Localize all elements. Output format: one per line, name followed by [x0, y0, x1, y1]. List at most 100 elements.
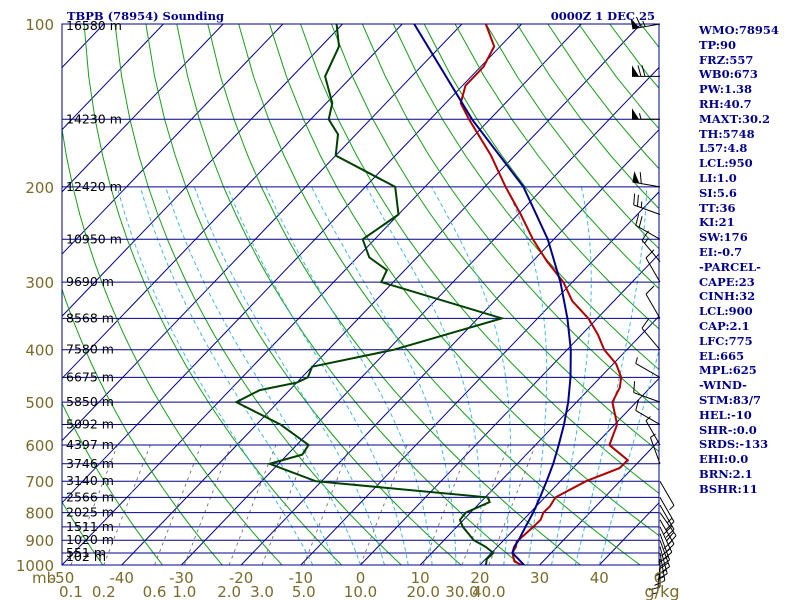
isotherm-line	[360, 253, 659, 565]
moist-adiabat-line	[265, 186, 433, 565]
isotherm-line	[62, 24, 224, 193]
dry-adiabat-line	[145, 24, 462, 565]
isotherm-line	[539, 439, 659, 565]
mixing-ratio-tick-labels: 0.1 0.2 0.6 1.0 2.0 3.0 5.0 10.0 20.0 30.040.0	[59, 583, 506, 600]
wind-barb-flag	[635, 214, 640, 226]
mixing-ratio-line	[103, 444, 151, 565]
wind-barb	[659, 480, 675, 511]
pressure-tick-label: 700	[25, 473, 54, 491]
height-label: 3746 m	[66, 456, 114, 471]
isotherm-line	[300, 191, 659, 565]
wind-barb-half-flag	[650, 433, 656, 438]
wind-barb	[632, 65, 660, 77]
pressure-tick-labels: 100 200 300 400 500 600 700 800 900 1000	[16, 16, 54, 575]
temperature-tick-label: 0	[356, 569, 366, 587]
mixing-ratio-line	[303, 444, 351, 565]
height-label: 4397 m	[66, 437, 114, 452]
sounding-index-item: TP:90	[699, 37, 737, 52]
wind-barb-flag	[638, 216, 643, 228]
mixing-ratio-lines	[70, 444, 536, 565]
wind-barb	[633, 193, 661, 216]
sounding-index-item: EI:-0.7	[699, 244, 743, 259]
wind-barb	[645, 285, 661, 319]
wind-barb-staff	[645, 293, 661, 319]
temperature-trace	[459, 24, 630, 565]
sounding-index-item: LI:1.0	[699, 170, 737, 185]
mixing-ratio-tick-label: 0.2	[92, 583, 116, 600]
dry-adiabat-line	[114, 24, 402, 565]
mixing-ratio-line	[154, 444, 202, 565]
height-label: 9690 m	[66, 274, 114, 289]
pressure-tick-label: 900	[25, 532, 54, 550]
wind-barb-half-flag	[640, 201, 643, 208]
wind-barb-flag	[665, 543, 675, 553]
mixing-ratio-line	[422, 444, 471, 565]
wind-barb-flag	[662, 551, 673, 560]
wind-barb-half-flag	[669, 505, 675, 511]
wind-barb	[632, 171, 661, 188]
temperature-tick-label: 10	[411, 569, 430, 587]
wind-barb	[645, 249, 661, 283]
wind-barb-staff	[641, 239, 661, 263]
wind-barb	[649, 433, 661, 464]
mixing-ratio-line	[228, 444, 277, 565]
sounding-index-item: BRN:2.1	[699, 466, 753, 481]
chart-title: TBPB (78954) Sounding	[67, 9, 224, 23]
mixing-ratio-unit-label: g/kg	[645, 582, 680, 600]
wind-barb-flag	[641, 65, 646, 77]
wind-barb-flag	[659, 566, 670, 574]
temperature-unit-label: C	[654, 569, 664, 587]
sounding-traces	[234, 24, 630, 565]
wind-barb-half-flag	[651, 592, 658, 595]
wind-barb-staff	[659, 497, 675, 522]
sounding-indices-panel: WMO:78954 TP:90 FRZ:557 WB0:673 PW:1.38 RH:40…	[699, 23, 799, 497]
height-label: 2025 m	[66, 505, 114, 520]
temperature-tick-label: -40	[109, 569, 134, 587]
pressure-tick-label: 100	[25, 16, 54, 34]
wind-barb-flag	[635, 399, 640, 411]
wind-barb	[659, 497, 675, 531]
height-labels: 16580 m 14230 m 12420 m 10950 m 9690 m 8568 m…	[66, 18, 122, 564]
pressure-tick-label: 1000	[16, 557, 54, 575]
temperature-tick-label: -50	[50, 569, 75, 587]
temperature-tick-label: -30	[169, 569, 194, 587]
wind-barb-pennant	[630, 18, 640, 29]
sounding-index-item: EL:665	[699, 348, 745, 363]
sounding-index-item: SW:176	[699, 230, 748, 245]
mixing-ratio-line	[70, 444, 118, 565]
wind-barb	[659, 512, 677, 545]
wind-barb-flag	[645, 285, 655, 295]
dewpoint-trace	[234, 24, 506, 565]
temperature-tick-label: -20	[229, 569, 254, 587]
pressure-tick-label: 400	[25, 342, 54, 360]
wind-barb-half-flag	[645, 416, 651, 422]
pressure-tick-label: 500	[25, 394, 54, 412]
wind-barb-half-flag	[667, 517, 673, 523]
height-label: 12420 m	[66, 179, 122, 194]
height-label: 8568 m	[66, 310, 114, 325]
temperature-tick-label: 40	[590, 569, 609, 587]
isotherm-line	[62, 24, 284, 255]
wind-barb	[635, 357, 661, 378]
isotherm-line	[240, 128, 659, 565]
isotherm-line	[62, 24, 403, 380]
mixing-ratio-tick-label: 40.0	[472, 583, 505, 600]
wind-barb-staff	[635, 362, 661, 378]
wind-barb	[635, 214, 661, 240]
mixing-ratio-tick-label: 5.0	[292, 583, 316, 600]
height-label: 14230 m	[66, 111, 122, 126]
wind-barb-flag	[657, 573, 668, 580]
sounding-index-item: SHR-:0.0	[699, 422, 757, 437]
wind-barb	[632, 108, 660, 120]
mixing-ratio-line	[183, 444, 232, 565]
dry-adiabat-line	[300, 24, 659, 494]
sounding-index-item: HEL:-10	[699, 407, 752, 422]
plot-frame	[61, 23, 660, 566]
wind-barb-flag	[668, 535, 677, 545]
isotherm-line	[479, 377, 659, 565]
sounding-index-item: TH:5748	[699, 126, 755, 141]
wind-barb-flag	[636, 194, 639, 207]
sounding-index-item: WMO:78954	[699, 23, 779, 37]
pressure-tick-label: 600	[25, 437, 54, 455]
wind-barb-flag	[639, 172, 642, 184]
